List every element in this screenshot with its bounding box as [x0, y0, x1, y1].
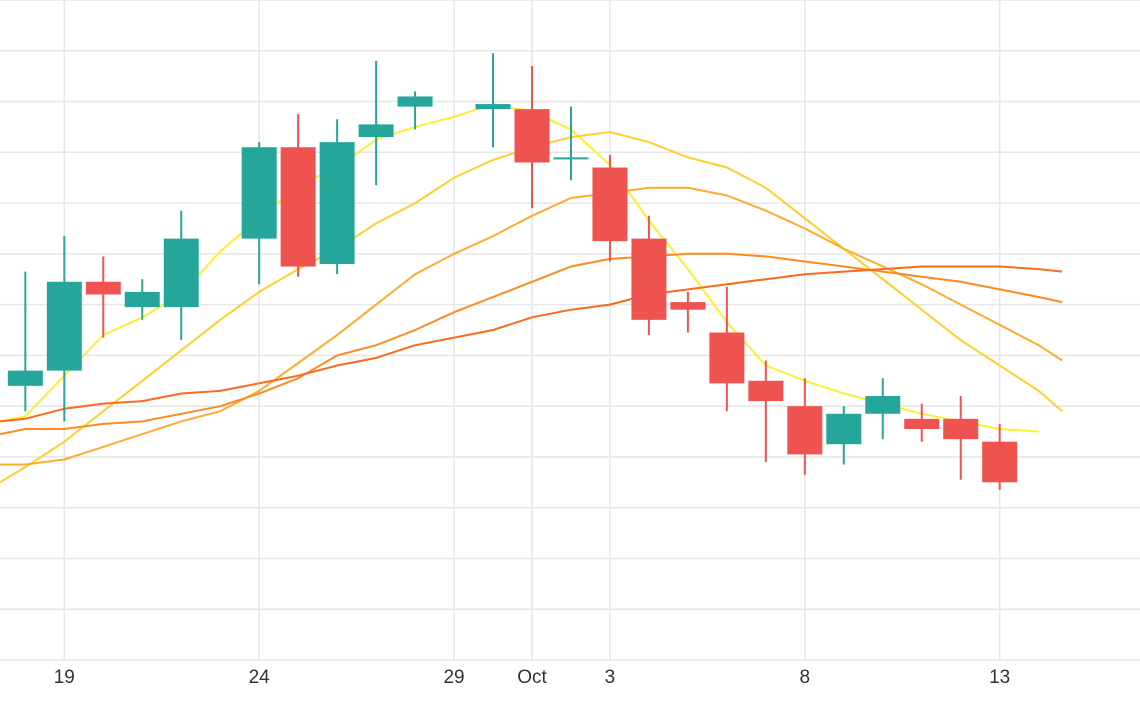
- candle-up: [358, 124, 394, 138]
- candle-down: [982, 441, 1018, 483]
- candle-up: [46, 281, 82, 371]
- candle-down: [592, 167, 628, 242]
- x-tick-label: Oct: [517, 667, 547, 688]
- candles: [7, 53, 1018, 490]
- x-tick-label: 13: [989, 667, 1010, 688]
- x-tick-label: 3: [605, 667, 616, 688]
- x-tick-label: 8: [800, 667, 811, 688]
- candle-down: [904, 418, 940, 429]
- candle-down: [631, 238, 667, 320]
- x-tick-label: 24: [249, 667, 271, 688]
- x-tick-label: 19: [54, 667, 75, 688]
- candle-up: [7, 370, 43, 386]
- candle-up: [163, 238, 199, 308]
- moving-average-line-4: [0, 252, 1063, 436]
- candle-up: [241, 147, 277, 239]
- grid-lines: [0, 0, 1140, 661]
- x-axis-tick-labels: 19 24 29 Oct 3 8 13: [54, 667, 1011, 688]
- candle-down: [514, 109, 550, 163]
- moving-average-line-1: [0, 103, 1039, 433]
- candle-up: [865, 396, 901, 414]
- candle-down: [670, 302, 706, 310]
- x-tick-label: 29: [443, 667, 464, 688]
- candle-up: [553, 157, 589, 160]
- candle-up: [475, 104, 511, 110]
- candle-down: [85, 281, 121, 295]
- candle-down: [709, 332, 745, 384]
- candle-up: [826, 413, 862, 445]
- candle-down: [787, 406, 823, 455]
- candle-down: [748, 380, 784, 402]
- candle-down: [280, 147, 316, 267]
- candle-down: [943, 418, 979, 440]
- candle-up: [124, 291, 160, 308]
- candle-up: [319, 142, 355, 264]
- moving-average-line-3: [0, 186, 1063, 466]
- moving-average-line-5: [0, 265, 1063, 423]
- candle-up: [397, 96, 433, 107]
